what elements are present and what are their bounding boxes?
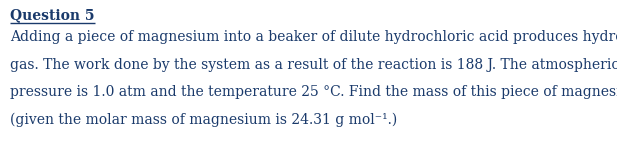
Text: (given the molar mass of magnesium is 24.31 g mol⁻¹.): (given the molar mass of magnesium is 24… bbox=[10, 112, 397, 127]
Text: Adding a piece of magnesium into a beaker of dilute hydrochloric acid produces h: Adding a piece of magnesium into a beake… bbox=[10, 30, 617, 44]
Text: pressure is 1.0 atm and the temperature 25 °C. Find the mass of this piece of ma: pressure is 1.0 atm and the temperature … bbox=[10, 85, 617, 99]
Text: gas. The work done by the system as a result of the reaction is 188 J. The atmos: gas. The work done by the system as a re… bbox=[10, 57, 617, 71]
Text: Question 5: Question 5 bbox=[10, 8, 94, 22]
